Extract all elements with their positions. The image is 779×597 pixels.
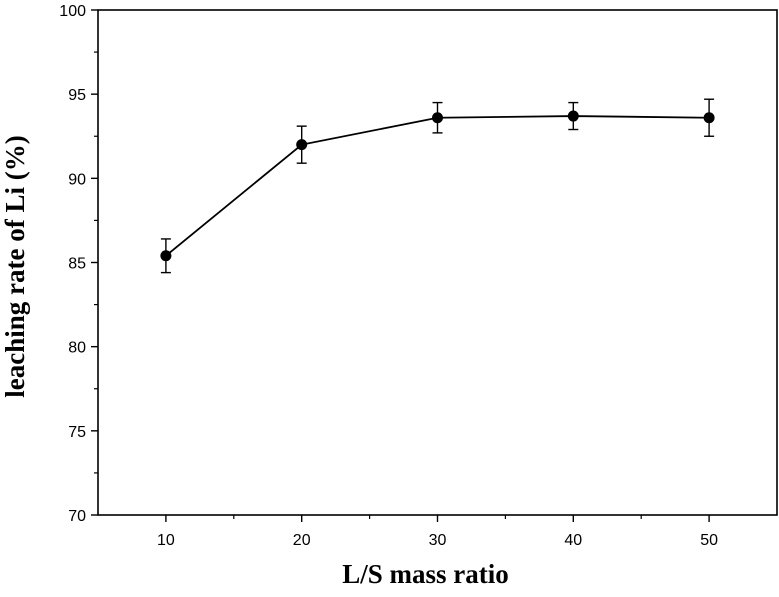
x-tick-label: 20	[293, 532, 311, 549]
x-tick-label: 10	[157, 532, 175, 549]
data-point	[160, 250, 172, 262]
y-tick-label: 75	[68, 424, 86, 441]
data-point	[567, 110, 579, 122]
x-axis-title: L/S mass ratio	[342, 559, 509, 589]
x-tick-label: 30	[429, 532, 447, 549]
plot-frame	[97, 9, 778, 516]
series-line	[165, 115, 710, 257]
series-group	[160, 98, 715, 274]
data-point	[432, 112, 443, 124]
y-tick-label: 85	[68, 256, 86, 273]
x-tick-label: 50	[700, 532, 718, 549]
minor-ticks	[94, 51, 642, 519]
y-tick-label: 70	[68, 508, 86, 525]
y-tick-label: 95	[68, 87, 86, 104]
tick-labels: 70 75 80 85 90 95 100 10 20 30 40 50	[59, 3, 718, 549]
y-tick-label: 100	[59, 3, 86, 20]
y-tick-label: 80	[68, 340, 86, 357]
data-point	[703, 112, 715, 124]
y-tick-label: 90	[68, 171, 86, 188]
y-axis-title: leaching rate of Li (%)	[0, 135, 30, 397]
major-ticks	[91, 9, 710, 522]
x-tick-label: 40	[564, 532, 582, 549]
data-point	[296, 139, 308, 151]
